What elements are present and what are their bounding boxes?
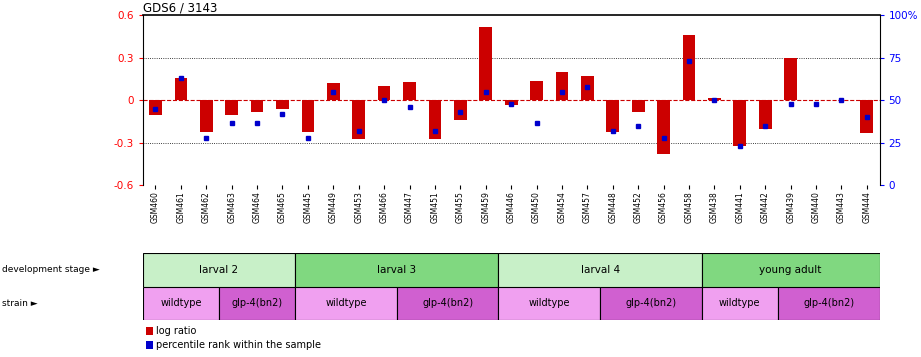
Bar bbox=[454, 100, 467, 120]
Text: GDS6 / 3143: GDS6 / 3143 bbox=[143, 1, 217, 14]
Bar bbox=[530, 81, 542, 100]
Bar bbox=[702, 253, 880, 287]
Text: glp-4(bn2): glp-4(bn2) bbox=[803, 298, 855, 308]
Text: glp-4(bn2): glp-4(bn2) bbox=[422, 298, 473, 308]
Text: larval 2: larval 2 bbox=[200, 265, 239, 275]
Bar bbox=[498, 287, 600, 320]
Bar bbox=[759, 100, 772, 129]
Bar bbox=[397, 287, 498, 320]
Bar bbox=[428, 100, 441, 139]
Text: larval 3: larval 3 bbox=[378, 265, 416, 275]
Bar bbox=[733, 100, 746, 146]
Bar bbox=[498, 253, 702, 287]
Bar bbox=[403, 82, 416, 100]
Bar bbox=[327, 84, 340, 100]
Bar bbox=[276, 100, 289, 109]
Bar bbox=[606, 100, 619, 132]
Bar bbox=[505, 100, 518, 105]
Text: young adult: young adult bbox=[760, 265, 822, 275]
Bar bbox=[785, 58, 797, 100]
Bar bbox=[226, 100, 238, 115]
Text: wildtype: wildtype bbox=[325, 298, 367, 308]
Text: development stage ►: development stage ► bbox=[2, 265, 99, 275]
Bar bbox=[296, 287, 397, 320]
Bar bbox=[860, 100, 873, 133]
Bar bbox=[581, 76, 594, 100]
Text: wildtype: wildtype bbox=[719, 298, 761, 308]
Bar bbox=[146, 341, 153, 350]
Bar bbox=[219, 287, 296, 320]
Bar bbox=[702, 287, 778, 320]
Bar bbox=[480, 27, 492, 100]
Bar bbox=[600, 287, 702, 320]
Text: glp-4(bn2): glp-4(bn2) bbox=[231, 298, 283, 308]
Text: percentile rank within the sample: percentile rank within the sample bbox=[156, 340, 321, 350]
Bar bbox=[555, 72, 568, 100]
Bar bbox=[778, 287, 880, 320]
Bar bbox=[378, 86, 391, 100]
Bar bbox=[301, 100, 314, 132]
Bar bbox=[658, 100, 670, 154]
Bar bbox=[200, 100, 213, 132]
Text: log ratio: log ratio bbox=[156, 326, 196, 336]
Bar bbox=[174, 78, 187, 100]
Bar bbox=[143, 253, 296, 287]
Bar bbox=[353, 100, 365, 139]
Text: larval 4: larval 4 bbox=[580, 265, 620, 275]
Bar bbox=[682, 35, 695, 100]
Bar bbox=[143, 287, 219, 320]
Bar bbox=[632, 100, 645, 112]
Text: wildtype: wildtype bbox=[160, 298, 202, 308]
Text: wildtype: wildtype bbox=[529, 298, 570, 308]
Bar bbox=[708, 97, 721, 100]
Bar bbox=[251, 100, 263, 112]
Bar bbox=[296, 253, 498, 287]
Text: strain ►: strain ► bbox=[2, 299, 38, 308]
Bar bbox=[149, 100, 162, 115]
Text: glp-4(bn2): glp-4(bn2) bbox=[625, 298, 676, 308]
Bar bbox=[146, 327, 153, 335]
